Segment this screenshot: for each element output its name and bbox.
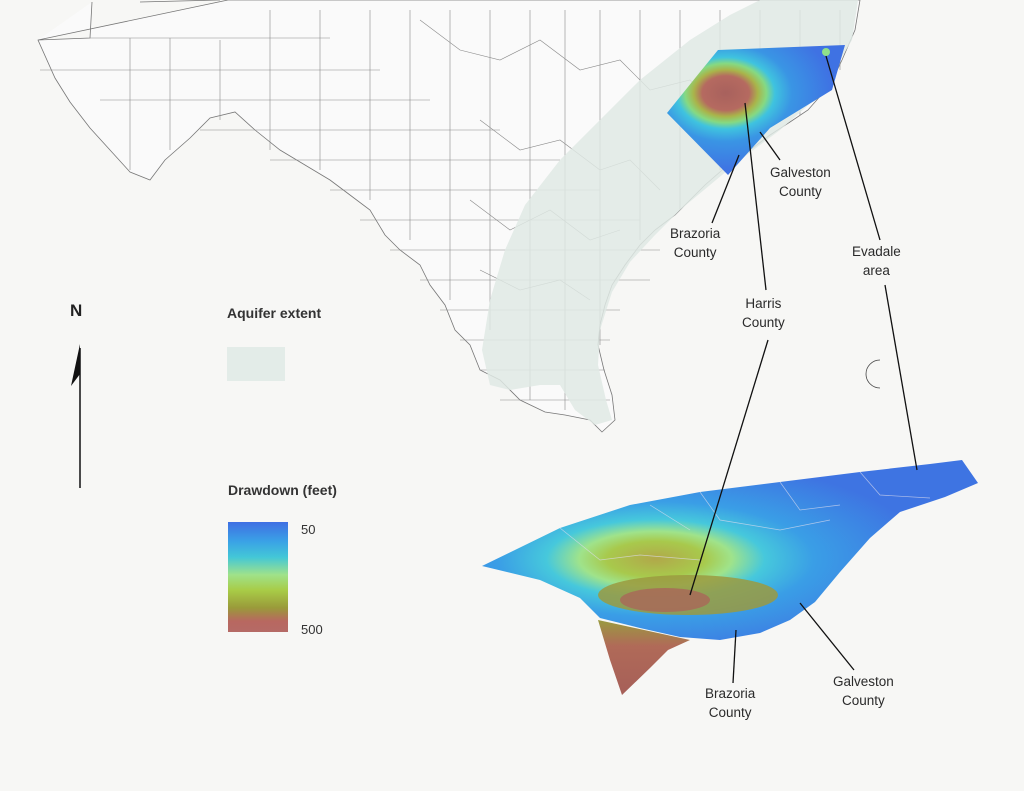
drawdown-cone-side bbox=[598, 620, 690, 695]
label-line: County bbox=[673, 245, 717, 260]
aquifer-extent-swatch bbox=[227, 347, 285, 381]
drawdown-min-label: 50 bbox=[301, 522, 316, 537]
label-line: area bbox=[862, 263, 890, 278]
label-line: Evadale bbox=[852, 244, 901, 259]
drawdown-map-view bbox=[667, 45, 845, 175]
scan-artifact-mark bbox=[865, 359, 881, 389]
evadale-hotspot bbox=[822, 48, 830, 56]
label-galveston-county-top: Galveston County bbox=[770, 163, 831, 201]
drawdown-max-label: 500 bbox=[301, 622, 323, 637]
label-line: County bbox=[742, 315, 785, 330]
label-galveston-county-bottom: Galveston County bbox=[833, 672, 894, 710]
label-line: Brazoria bbox=[670, 226, 721, 241]
drawdown-pit bbox=[620, 588, 710, 612]
north-label: N bbox=[70, 301, 83, 320]
label-line: County bbox=[779, 184, 822, 199]
label-line: Harris bbox=[745, 296, 782, 311]
drawdown-legend-title: Drawdown (feet) bbox=[228, 482, 337, 498]
label-brazoria-county-top: Brazoria County bbox=[670, 224, 720, 262]
label-line: Brazoria bbox=[705, 686, 756, 701]
label-brazoria-county-bottom: Brazoria County bbox=[705, 684, 755, 722]
label-line: Galveston bbox=[770, 165, 831, 180]
label-line: County bbox=[708, 705, 752, 720]
north-arrow bbox=[71, 344, 81, 488]
label-harris-county: Harris County bbox=[742, 294, 785, 332]
label-evadale-area: Evadale area bbox=[852, 242, 901, 280]
aquifer-extent-title: Aquifer extent bbox=[227, 305, 322, 321]
drawdown-surface-3d bbox=[482, 460, 978, 640]
label-line: Galveston bbox=[833, 674, 894, 689]
surface-county-lines bbox=[559, 471, 931, 561]
leader-lines bbox=[689, 55, 918, 684]
drawdown-color-ramp bbox=[228, 522, 288, 632]
label-line: County bbox=[842, 693, 885, 708]
